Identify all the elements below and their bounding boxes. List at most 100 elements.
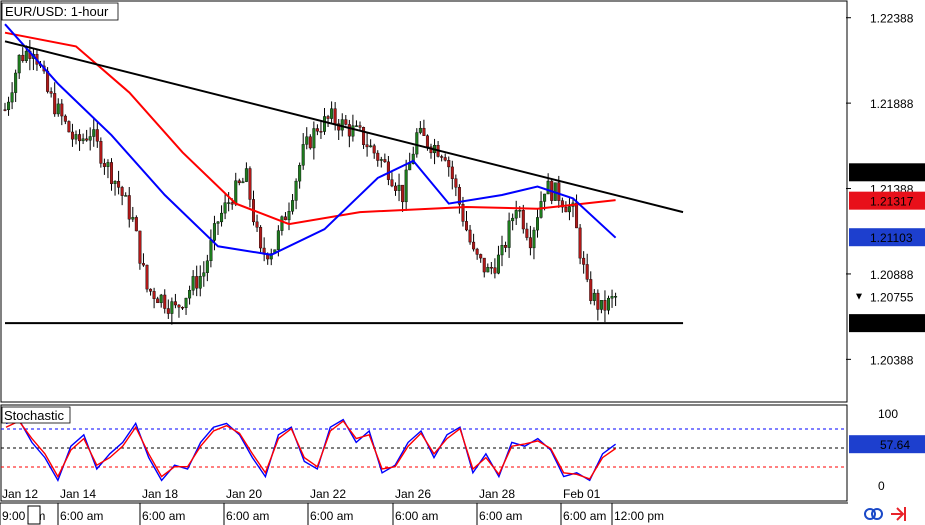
candle-body — [514, 210, 518, 219]
candle-body — [603, 300, 607, 311]
candle-body — [60, 103, 64, 117]
candle-body — [344, 119, 348, 125]
candle-body — [500, 245, 504, 256]
candle-body — [138, 230, 142, 264]
candle-body — [404, 169, 408, 203]
candle-body — [472, 241, 476, 250]
candle-body — [216, 221, 220, 224]
price-marker-bg — [849, 163, 925, 182]
candle-body — [255, 221, 259, 228]
candle-body — [560, 200, 564, 208]
candle-body — [333, 108, 337, 124]
candle-body — [582, 257, 586, 265]
candle-body — [319, 131, 323, 133]
candle-body — [315, 128, 319, 132]
price-marker-label: 1.21483 — [870, 166, 914, 180]
link-icon[interactable] — [864, 508, 883, 520]
candle-body — [78, 134, 82, 142]
candle-body — [379, 159, 383, 161]
price-marker-label: 1.21103 — [870, 231, 913, 245]
candle-body — [496, 254, 500, 274]
price-title: EUR/USD: 1-hour — [5, 4, 109, 19]
candle-body — [106, 162, 110, 167]
candle-body — [195, 276, 199, 289]
scroll-to-end-icon[interactable] — [891, 507, 906, 521]
candle-body — [88, 136, 92, 141]
candle-body — [166, 308, 170, 314]
candle-body — [465, 221, 469, 231]
candle-body — [539, 201, 543, 218]
date-tick-label: Feb 01 — [563, 487, 601, 501]
candle-body — [117, 181, 121, 188]
candle-body — [425, 135, 429, 148]
stochastic-panel-frame — [0, 404, 848, 502]
candle-body — [415, 132, 419, 155]
candle-body — [241, 181, 245, 184]
candle-body — [159, 294, 163, 304]
candle-body — [14, 72, 18, 93]
candle-body — [269, 253, 273, 260]
candle-body — [227, 202, 231, 204]
candle-body — [223, 202, 227, 214]
candle-body — [347, 124, 351, 137]
candle-body — [248, 168, 252, 200]
candle-body — [220, 212, 224, 223]
candle-body — [170, 301, 174, 314]
price-tick-label: 1.20388 — [870, 353, 914, 367]
candle-body — [468, 229, 472, 243]
candle-body — [198, 275, 202, 289]
candle-body — [493, 267, 497, 274]
stochastic-line — [5, 418, 617, 483]
candle-body — [145, 264, 149, 290]
candle-body — [205, 260, 209, 273]
candle-body — [237, 180, 241, 184]
candle-body — [578, 227, 582, 259]
candle-body — [53, 93, 57, 115]
candle-body — [305, 136, 309, 145]
candle-body — [362, 127, 366, 145]
candle-body — [10, 92, 14, 103]
candle-body — [408, 163, 412, 171]
candle-body — [365, 144, 369, 148]
candle-body — [443, 157, 447, 161]
candle-body — [528, 237, 532, 249]
candle-body — [411, 153, 415, 164]
candle-body — [450, 166, 454, 179]
candle-body — [457, 187, 461, 205]
candle-body — [358, 125, 362, 128]
candle-body — [163, 294, 167, 309]
time-tick-label: 6:00 am — [395, 509, 438, 523]
candle-body — [298, 165, 302, 182]
candle-body — [507, 220, 511, 248]
candle-body — [7, 101, 11, 111]
candle-body — [177, 304, 181, 308]
candle-body — [85, 138, 89, 141]
candle-body — [291, 200, 295, 212]
candle-body — [475, 248, 479, 255]
candle-body — [340, 119, 344, 131]
stochastic-line — [5, 420, 617, 480]
candle-body — [575, 202, 579, 229]
candle-body — [337, 123, 341, 131]
candle-body — [209, 240, 213, 262]
candle-body — [67, 121, 71, 133]
candle-body — [518, 210, 522, 212]
candle-body — [422, 127, 426, 136]
candle-body — [188, 290, 192, 299]
candle-body — [301, 144, 305, 166]
candle-body — [479, 254, 483, 259]
candle-body — [536, 217, 540, 231]
date-tick-label: Jan 26 — [395, 487, 431, 501]
candle-body — [461, 204, 465, 222]
candle-body — [109, 162, 113, 184]
time-tick-label: 12:00 pm — [614, 509, 664, 523]
candle-body — [63, 115, 67, 122]
candle-body — [70, 131, 74, 140]
price-tick-label: 1.22388 — [870, 12, 914, 26]
candle-body — [102, 163, 106, 167]
candle-body — [511, 217, 515, 222]
candle-body — [596, 292, 600, 310]
time-tick-label: 6:00 am — [563, 509, 606, 523]
price-marker-label: 1.21317 — [870, 195, 914, 209]
